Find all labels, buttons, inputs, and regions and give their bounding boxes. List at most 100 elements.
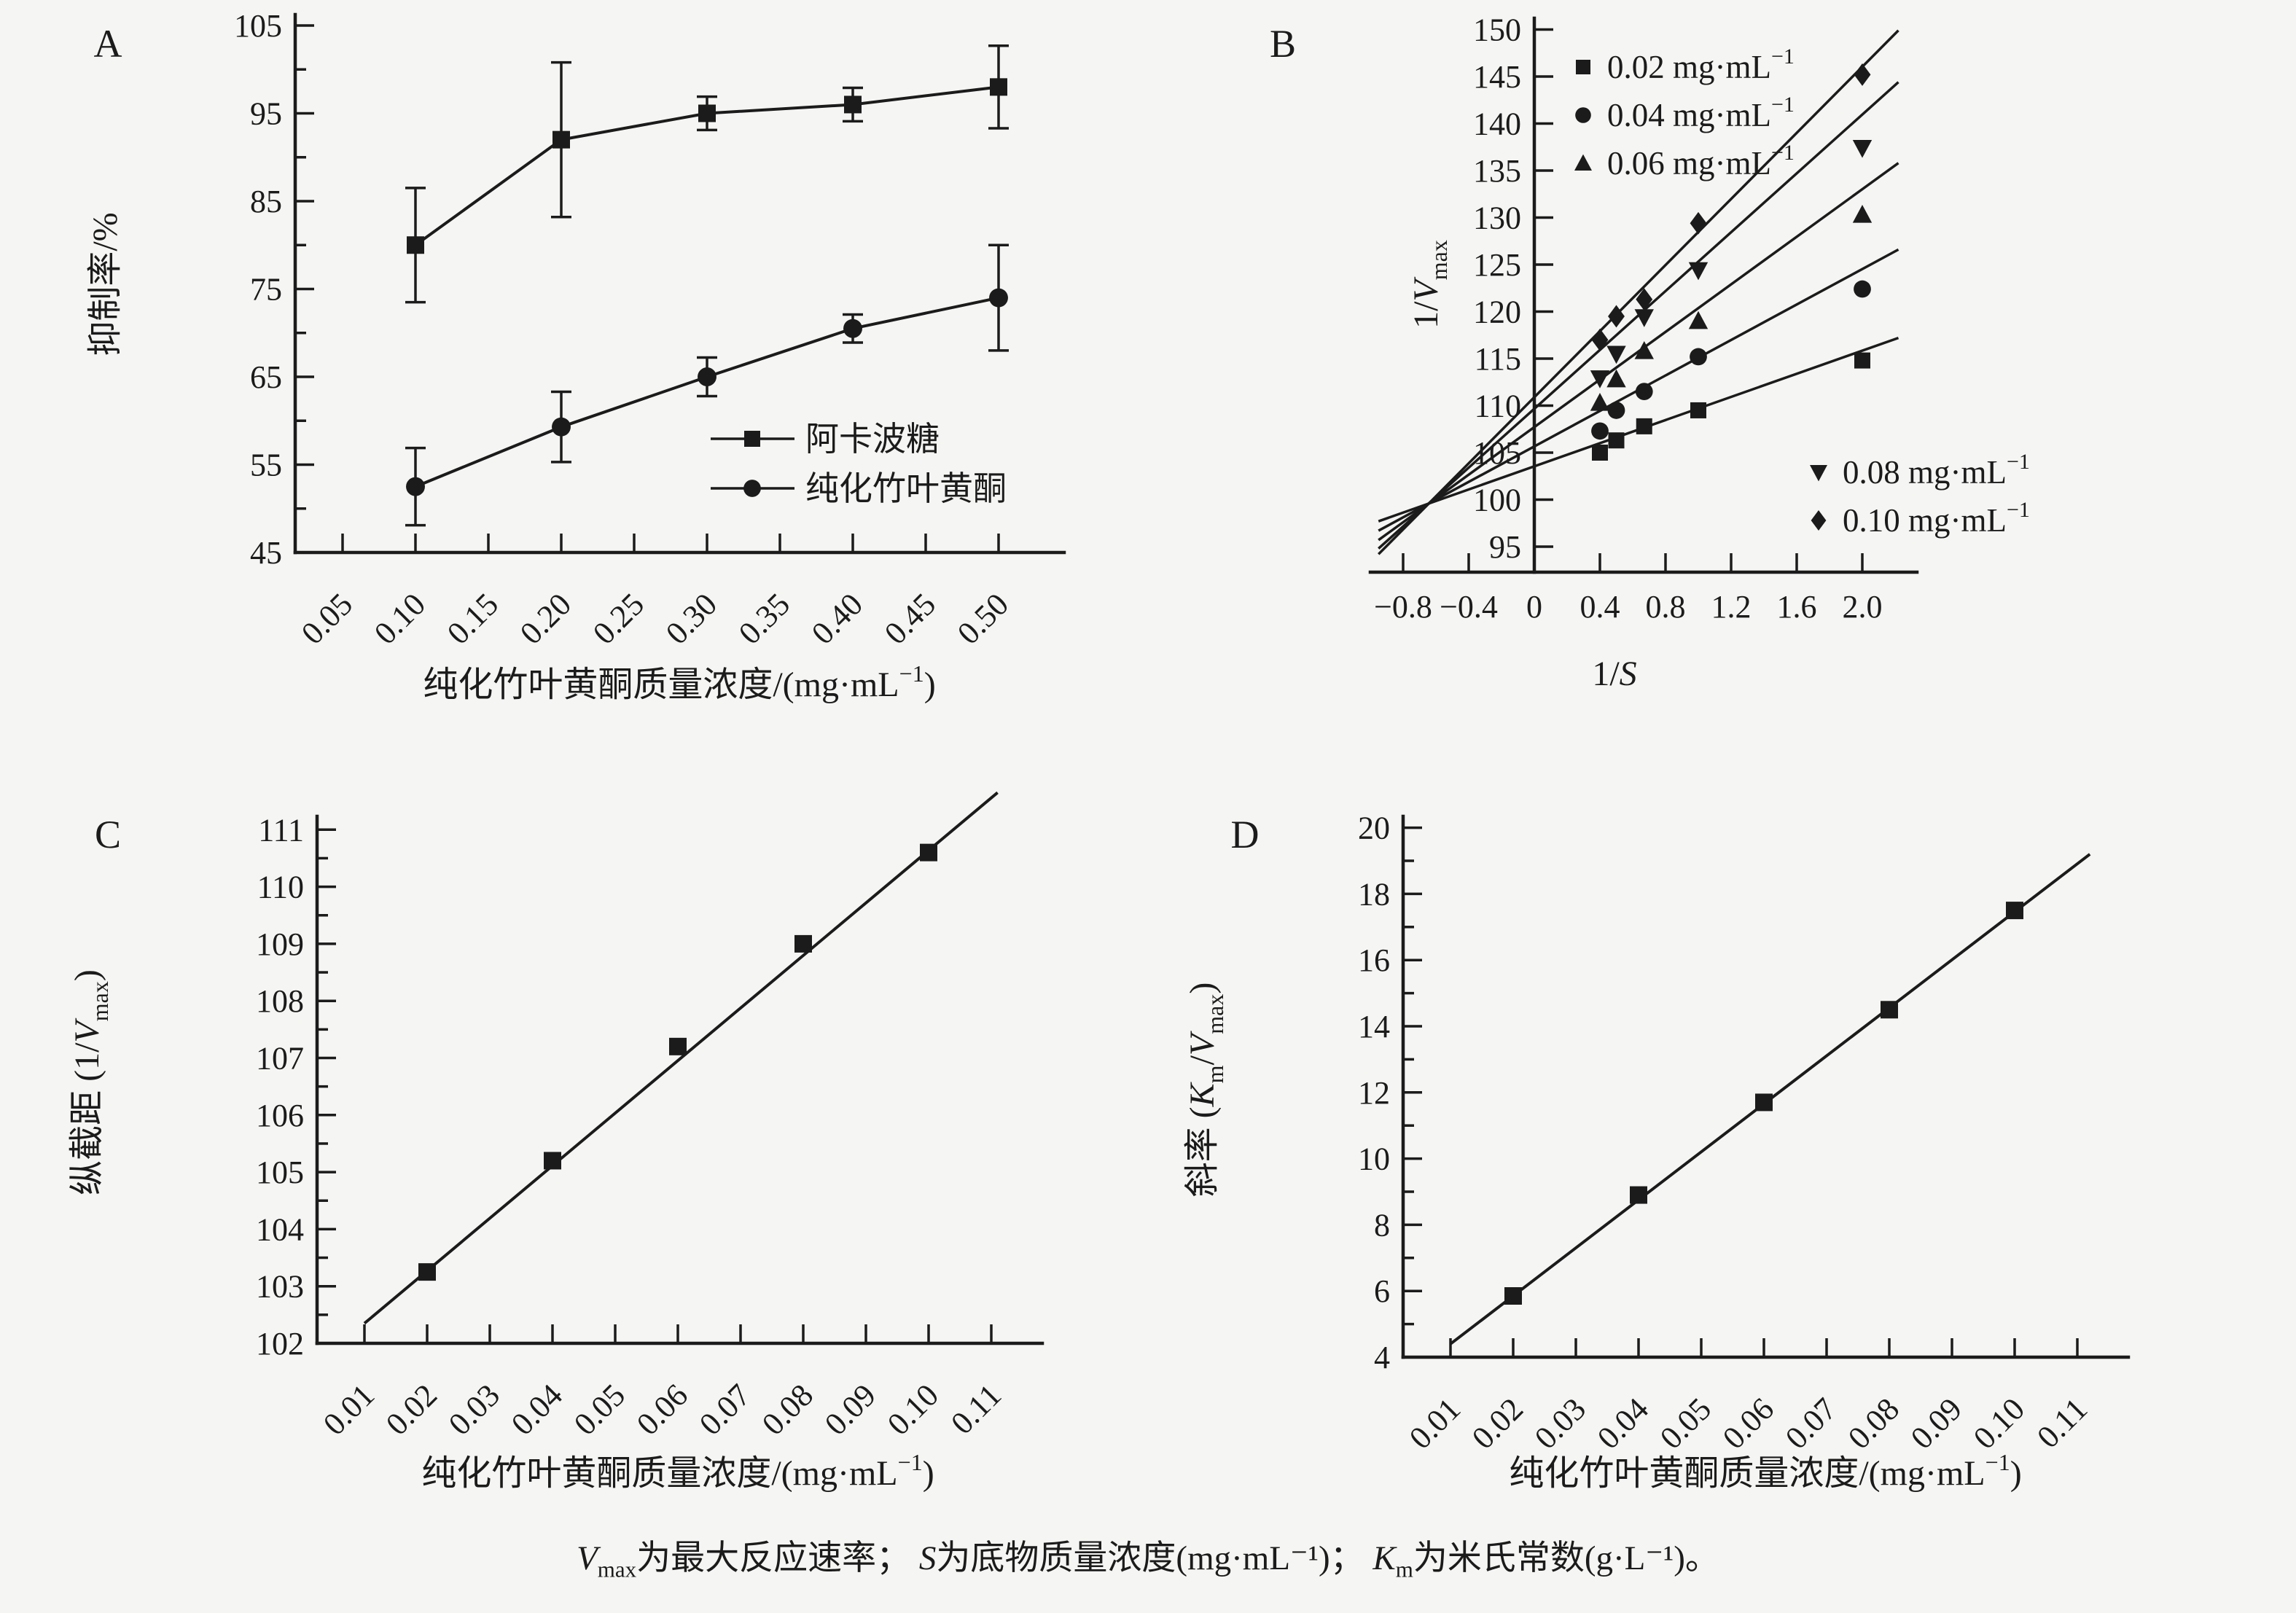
panel-c-series [363, 791, 999, 1325]
svg-text:0.25: 0.25 [586, 586, 651, 651]
svg-text:135: 135 [1473, 153, 1521, 189]
svg-text:95: 95 [1489, 529, 1521, 565]
svg-text:−0.4: −0.4 [1440, 589, 1498, 625]
svg-text:18: 18 [1358, 876, 1390, 912]
panel-c-axes [315, 814, 1044, 1346]
svg-text:109: 109 [256, 926, 304, 962]
svg-text:0.09: 0.09 [1904, 1391, 1969, 1456]
svg-text:0.05: 0.05 [567, 1377, 632, 1442]
figure-caption: Vmax为最大反应速率； S为底物质量浓度(mg·mL⁻¹)； Km为米氏常数(… [0, 1529, 2296, 1582]
panel-b-legend-top-label-1: 0.04 mg·mL−1 [1607, 93, 1795, 133]
svg-text:105: 105 [234, 8, 282, 44]
svg-text:55: 55 [250, 448, 282, 483]
panel-c-chart: 1021031041051061071081091101110.010.020.… [68, 791, 1044, 1493]
svg-text:12: 12 [1358, 1075, 1390, 1111]
svg-text:95: 95 [250, 96, 282, 132]
svg-text:8: 8 [1374, 1207, 1390, 1243]
panel-a-series-1-points [406, 288, 1008, 496]
panel-b-series-1-points [1591, 280, 1871, 440]
svg-text:0.09: 0.09 [818, 1377, 883, 1442]
panel-b-legend-top-marker-0 [1576, 60, 1590, 74]
panel-b-series-2-fit-line [1378, 162, 1899, 542]
panel-d-ticks [1403, 826, 2079, 1359]
svg-text:120: 120 [1473, 294, 1521, 330]
svg-text:106: 106 [256, 1098, 304, 1133]
svg-text:111: 111 [258, 812, 304, 848]
svg-text:0.04: 0.04 [504, 1377, 569, 1442]
panel-d-chart: 4681012141618200.010.020.030.040.050.060… [1183, 811, 2131, 1493]
svg-text:125: 125 [1473, 247, 1521, 283]
caption-s-text: 为底物质量浓度(mg·mL⁻¹)； [936, 1539, 1373, 1577]
svg-text:0.10: 0.10 [880, 1377, 945, 1442]
svg-text:115: 115 [1475, 341, 1521, 377]
svg-text:0.04: 0.04 [1590, 1391, 1655, 1456]
svg-text:0.11: 0.11 [944, 1377, 1008, 1441]
panel-a-series-0 [405, 44, 1009, 304]
panel-a-x-axis-label: 纯化竹叶黄酮质量浓度/(mg·mL−1) [423, 660, 935, 704]
svg-text:0.06: 0.06 [630, 1377, 695, 1442]
panel-c-fit-line [363, 791, 999, 1325]
panel-d-y-axis-label: 斜率 (Km/Vmax) [1183, 983, 1228, 1198]
panel-b-legend-bottom: 0.08 mg·mL−1 0.10 mg·mL−1 [1810, 450, 2030, 539]
svg-text:14: 14 [1358, 1009, 1390, 1044]
panel-b-tick-labels: 95100105110115120125130135140145150−0.8−… [1374, 12, 1882, 625]
panel-a-series-0-points [407, 78, 1007, 254]
svg-text:0.02: 0.02 [379, 1377, 444, 1442]
panel-d-points [1504, 902, 2023, 1305]
panel-c-y-axis-label: 纵截距 (1/Vmax) [68, 969, 113, 1195]
caption-km-text: 为米氏常数(g·L⁻¹)。 [1413, 1539, 1719, 1577]
svg-text:0.03: 0.03 [442, 1377, 507, 1442]
svg-text:0.4: 0.4 [1580, 589, 1620, 625]
svg-text:100: 100 [1473, 483, 1521, 518]
svg-text:20: 20 [1358, 811, 1390, 846]
svg-text:45: 45 [250, 535, 282, 571]
panel-b-series-3-points [1590, 140, 1873, 388]
svg-text:0.02: 0.02 [1465, 1391, 1530, 1456]
panel-b-legend-top: 0.02 mg·mL−1 0.04 mg·mL−1 0.06 mg·mL−1 [1574, 44, 1795, 181]
svg-text:6: 6 [1374, 1273, 1390, 1309]
panel-b-legend-bottom-label-1: 0.10 mg·mL−1 [1843, 498, 2030, 539]
svg-text:0.8: 0.8 [1646, 589, 1686, 625]
svg-text:0.15: 0.15 [440, 586, 505, 651]
panel-a-legend-marker-0 [744, 431, 760, 447]
svg-text:103: 103 [256, 1269, 304, 1305]
caption-km-symbol: K [1372, 1539, 1396, 1577]
panel-a-letter: A [94, 22, 122, 66]
svg-text:0.06: 0.06 [1716, 1391, 1781, 1456]
svg-text:0.01: 0.01 [316, 1377, 381, 1442]
svg-text:0.05: 0.05 [294, 586, 359, 651]
svg-text:108: 108 [256, 983, 304, 1019]
svg-text:−0.8: −0.8 [1374, 589, 1432, 625]
svg-text:110: 110 [257, 870, 304, 905]
svg-text:107: 107 [256, 1041, 304, 1077]
svg-text:140: 140 [1473, 106, 1521, 142]
caption-s-symbol: S [918, 1539, 937, 1577]
panel-b-letter: B [1270, 22, 1296, 66]
panel-a-axes [293, 12, 1066, 555]
panel-a-series-0-errorbars [405, 44, 1009, 304]
panel-d-letter: D [1231, 813, 1260, 856]
svg-text:0.35: 0.35 [732, 586, 797, 651]
panel-a-series-1 [405, 243, 1009, 527]
svg-text:0.08: 0.08 [755, 1377, 820, 1442]
panel-b-series-0 [1378, 336, 1899, 523]
svg-text:10: 10 [1358, 1141, 1390, 1177]
svg-text:16: 16 [1358, 942, 1390, 978]
panel-b-series-1 [1378, 248, 1899, 532]
panel-b-x-axis-label: 1/S [1592, 655, 1636, 693]
svg-text:0.45: 0.45 [878, 586, 942, 651]
svg-text:2.0: 2.0 [1843, 589, 1883, 625]
panel-d-series [1449, 853, 2091, 1346]
svg-text:130: 130 [1473, 200, 1521, 236]
svg-text:0: 0 [1526, 589, 1542, 625]
panel-b-legend-bottom-marker-1 [1811, 510, 1827, 531]
svg-text:0.03: 0.03 [1528, 1391, 1593, 1456]
panel-b-series-4 [1378, 29, 1899, 555]
panel-c-tick-labels: 1021031041051061071081091101110.010.020.… [256, 812, 1008, 1442]
svg-text:0.30: 0.30 [659, 586, 724, 651]
svg-text:0.10: 0.10 [367, 586, 432, 651]
panel-b-legend-top-marker-1 [1575, 107, 1591, 123]
svg-text:105: 105 [256, 1155, 304, 1190]
